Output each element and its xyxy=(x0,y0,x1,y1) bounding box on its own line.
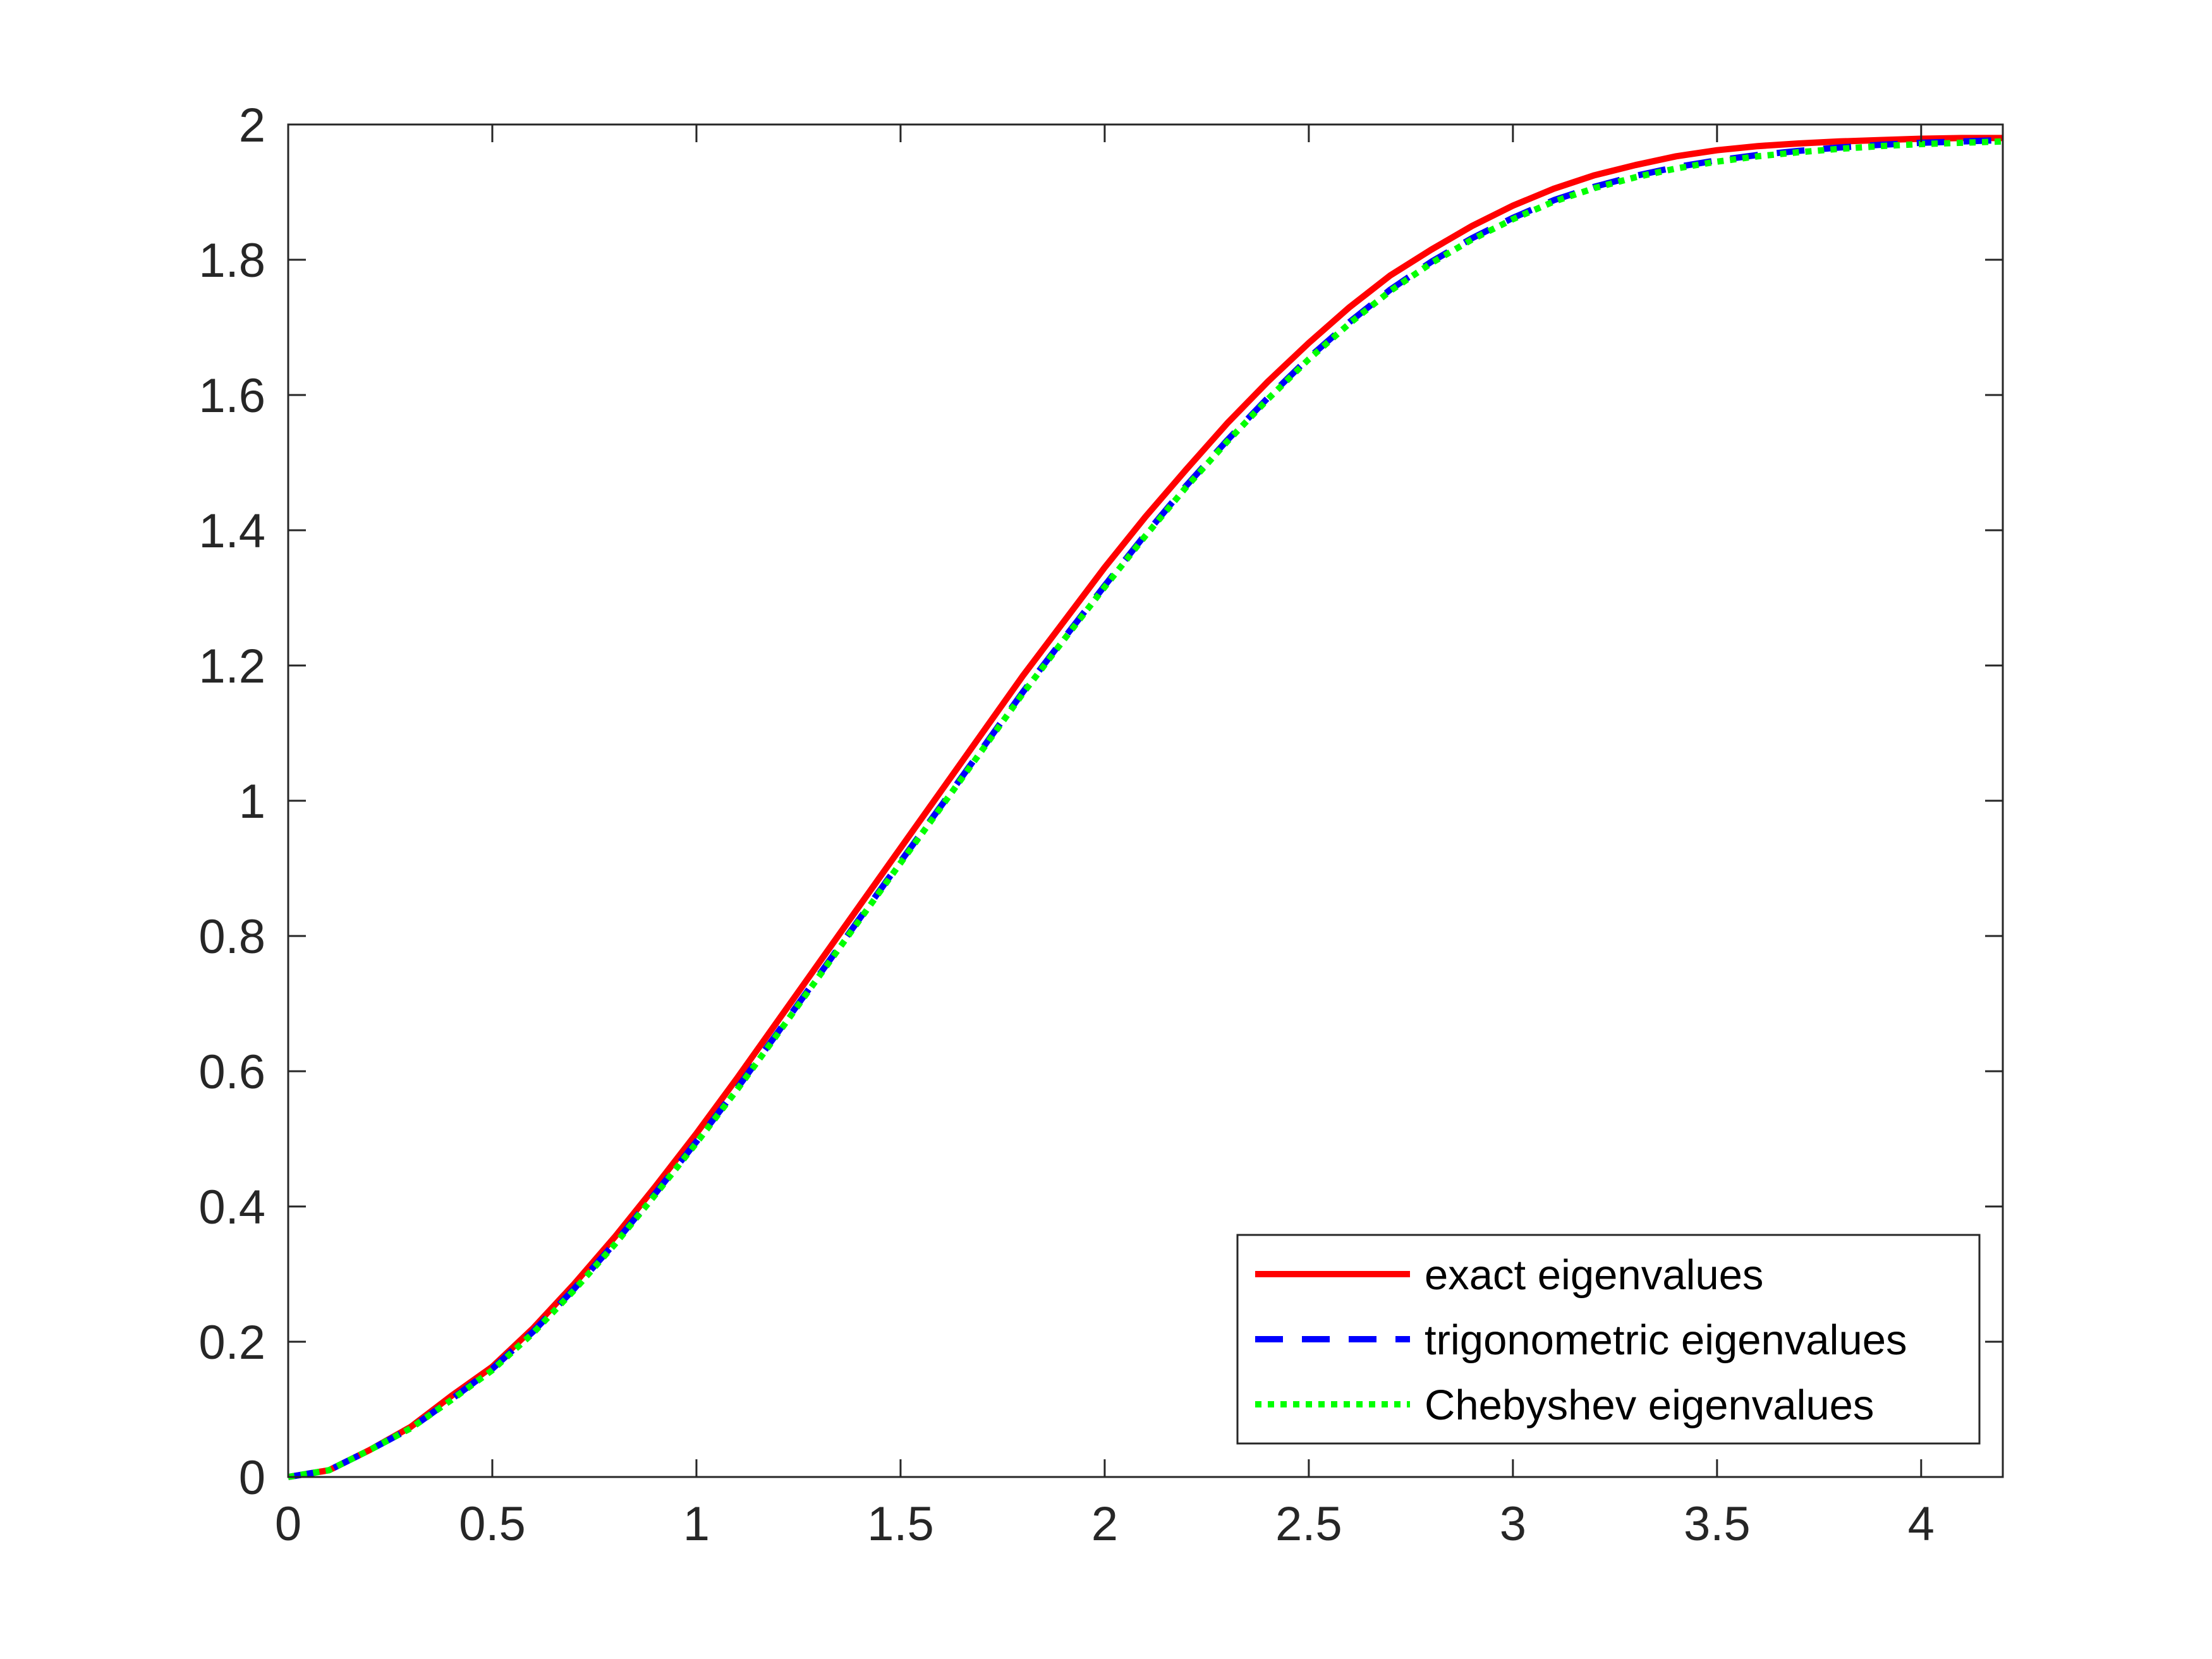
y-tick-label: 1.2 xyxy=(198,640,265,693)
x-tick-label: 4 xyxy=(1908,1497,1935,1551)
y-tick-label: 2 xyxy=(239,99,265,152)
series-line xyxy=(288,137,2003,1480)
y-tick-label: 0.4 xyxy=(198,1181,265,1234)
axes-box xyxy=(287,123,2004,1478)
x-tick-label: 1.5 xyxy=(867,1497,934,1551)
x-tick-label: 2.5 xyxy=(1275,1497,1342,1551)
y-tick-label: 1.8 xyxy=(198,234,265,288)
x-tick-label: 3 xyxy=(1500,1497,1526,1551)
legend: exact eigenvalues trigonometric eigenvalu… xyxy=(1236,1234,1981,1445)
y-tick-label: 0.2 xyxy=(198,1316,265,1370)
legend-label: exact eigenvalues xyxy=(1425,1251,1763,1299)
legend-label: trigonometric eigenvalues xyxy=(1425,1316,1907,1364)
y-tick-label: 0.8 xyxy=(198,910,265,964)
x-tick-label: 1 xyxy=(683,1497,710,1551)
x-tick-label: 0.5 xyxy=(459,1497,526,1551)
legend-label: Chebyshev eigenvalues xyxy=(1425,1382,1874,1429)
x-tick-label: 3.5 xyxy=(1684,1497,1751,1551)
ticks-layer: 0 0.5 1 1.5 2 2.5 3 3.5 4 0 0.2 0.4 0.6 0.8 1 1.2 1.4 1.6… xyxy=(198,99,2003,1551)
y-tick-label: 1.6 xyxy=(198,369,265,423)
y-tick-label: 1 xyxy=(239,775,265,829)
x-tick-label: 2 xyxy=(1091,1497,1118,1551)
y-tick-label: 0.6 xyxy=(198,1045,265,1099)
series-layer xyxy=(288,135,2003,1480)
y-tick-label: 1.4 xyxy=(198,504,265,558)
y-tick-label: 0 xyxy=(239,1451,265,1505)
series-line xyxy=(288,138,2003,1480)
x-tick-label: 0 xyxy=(275,1497,301,1551)
